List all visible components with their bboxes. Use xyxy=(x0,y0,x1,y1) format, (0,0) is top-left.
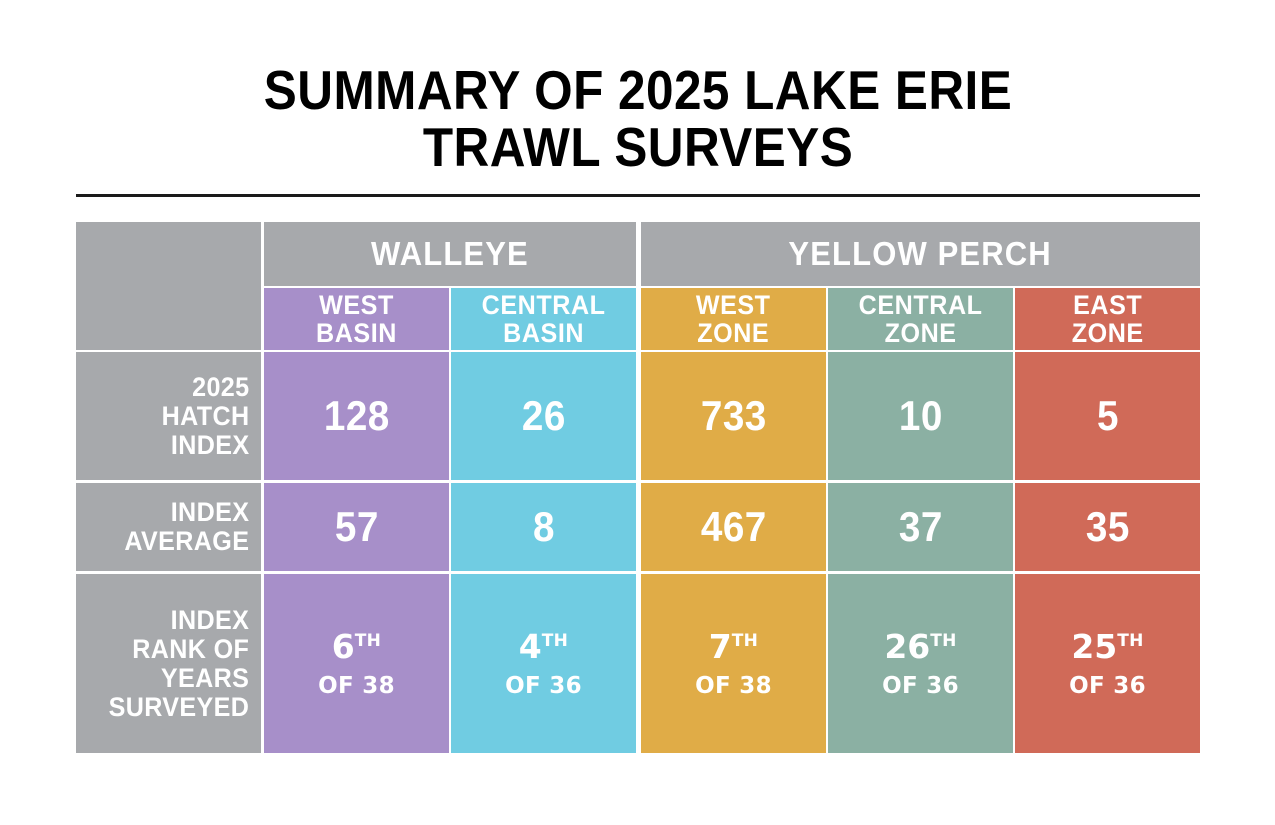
cell-hatch-index-west-basin: 128 xyxy=(264,352,449,480)
column-header-west-basin-label: WEST BASIN xyxy=(316,290,397,348)
gutter xyxy=(261,288,264,350)
column-header-west-zone: WEST ZONE xyxy=(641,288,826,350)
corner-blank-cell xyxy=(76,222,261,350)
rank-group-west-zone: 7TH OF 38 xyxy=(695,630,772,698)
cell-index-rank-west-basin: 6TH OF 38 xyxy=(264,574,449,753)
cell-hatch-index-west-zone: 733 xyxy=(641,352,826,480)
value-hatch-index-east-zone: 5 xyxy=(1096,392,1119,439)
rank-group-west-basin: 6TH OF 38 xyxy=(318,630,395,698)
gutter xyxy=(261,574,264,753)
cell-index-average-west-basin: 57 xyxy=(264,483,449,571)
page-title: SUMMARY OF 2025 LAKE ERIE TRAWL SURVEYS xyxy=(76,62,1200,176)
rank-ordinal-central-zone: TH xyxy=(930,630,957,651)
value-hatch-index-central-zone: 10 xyxy=(898,392,943,439)
cell-index-average-west-zone: 467 xyxy=(641,483,826,571)
cell-hatch-index-east-zone: 5 xyxy=(1015,352,1200,480)
rank-number-west-zone: 7 xyxy=(708,626,732,666)
rank-value-central-basin: 4TH xyxy=(519,630,568,663)
rank-value-east-zone: 25TH xyxy=(1071,630,1143,663)
cell-index-rank-central-zone: 26TH OF 36 xyxy=(828,574,1013,753)
rank-number-central-basin: 4 xyxy=(518,626,542,666)
rank-group-central-basin: 4TH OF 36 xyxy=(505,630,582,698)
title-line-2: TRAWL SURVEYS xyxy=(422,116,854,178)
gutter xyxy=(826,288,828,350)
rank-of-central-zone: OF 36 xyxy=(882,672,959,699)
species-header-walleye: WALLEYE xyxy=(264,222,636,286)
gutter xyxy=(449,288,451,350)
rank-number-central-zone: 26 xyxy=(884,626,931,666)
gutter xyxy=(261,483,264,571)
cell-index-average-central-zone: 37 xyxy=(828,483,1013,571)
rank-of-central-basin: OF 36 xyxy=(505,672,582,699)
cell-index-average-central-basin: 8 xyxy=(451,483,636,571)
species-header-yellow-perch: YELLOW PERCH xyxy=(641,222,1200,286)
cell-hatch-index-central-basin: 26 xyxy=(451,352,636,480)
value-index-average-central-zone: 37 xyxy=(898,503,943,550)
gutter xyxy=(261,222,264,286)
rank-group-central-zone: 26TH OF 36 xyxy=(882,630,959,698)
species-header-walleye-label: WALLEYE xyxy=(371,235,529,272)
column-header-west-zone-label: WEST ZONE xyxy=(696,290,771,348)
rank-value-west-zone: 7TH xyxy=(709,630,758,663)
summary-table: WALLEYE YELLOW PERCH WEST BASIN CENTRAL … xyxy=(76,222,1200,753)
cell-index-rank-west-zone: 7TH OF 38 xyxy=(641,574,826,753)
rank-value-west-basin: 6TH xyxy=(332,630,381,663)
rank-of-west-zone: OF 38 xyxy=(695,672,772,699)
value-hatch-index-central-basin: 26 xyxy=(521,392,566,439)
column-header-central-zone-label: CENTRAL ZONE xyxy=(858,290,983,348)
value-index-average-west-zone: 467 xyxy=(700,503,767,550)
column-header-central-zone: CENTRAL ZONE xyxy=(828,288,1013,350)
gutter xyxy=(1013,288,1015,350)
gutter xyxy=(826,483,828,571)
gutter xyxy=(636,574,641,753)
gutter xyxy=(1013,483,1015,571)
rank-value-central-zone: 26TH xyxy=(884,630,956,663)
gutter xyxy=(261,352,264,480)
value-hatch-index-west-basin: 128 xyxy=(323,392,390,439)
rank-of-east-zone: OF 36 xyxy=(1069,672,1146,699)
row-label-index-average: INDEX AVERAGE xyxy=(76,483,261,571)
cell-index-rank-east-zone: 25TH OF 36 xyxy=(1015,574,1200,753)
gutter xyxy=(636,222,641,286)
rank-group-east-zone: 25TH OF 36 xyxy=(1069,630,1146,698)
value-index-average-central-basin: 8 xyxy=(532,503,555,550)
cell-hatch-index-central-zone: 10 xyxy=(828,352,1013,480)
row-label-hatch-index: 2025 HATCH INDEX xyxy=(76,352,261,480)
row-label-index-rank-text: INDEX RANK OF YEARS SURVEYED xyxy=(108,604,249,722)
value-hatch-index-west-zone: 733 xyxy=(700,392,767,439)
value-index-average-west-basin: 57 xyxy=(334,503,379,550)
gutter xyxy=(826,574,828,753)
gutter xyxy=(636,288,641,350)
rank-of-west-basin: OF 38 xyxy=(318,672,395,699)
column-header-central-basin-label: CENTRAL BASIN xyxy=(481,290,606,348)
row-label-hatch-index-text: 2025 HATCH INDEX xyxy=(161,371,249,460)
row-label-index-rank: INDEX RANK OF YEARS SURVEYED xyxy=(76,574,261,753)
cell-index-rank-central-basin: 4TH OF 36 xyxy=(451,574,636,753)
gutter xyxy=(449,352,451,480)
gutter xyxy=(1013,574,1015,753)
rank-ordinal-west-zone: TH xyxy=(731,630,759,651)
title-line-1: SUMMARY OF 2025 LAKE ERIE xyxy=(263,59,1013,121)
value-index-average-east-zone: 35 xyxy=(1085,503,1130,550)
rank-ordinal-west-basin: TH xyxy=(354,630,382,651)
rank-number-east-zone: 25 xyxy=(1071,626,1118,666)
rank-ordinal-east-zone: TH xyxy=(1117,630,1144,651)
rank-ordinal-central-basin: TH xyxy=(541,630,569,651)
cell-index-average-east-zone: 35 xyxy=(1015,483,1200,571)
column-header-east-zone: EAST ZONE xyxy=(1015,288,1200,350)
gutter xyxy=(449,483,451,571)
column-header-west-basin: WEST BASIN xyxy=(264,288,449,350)
column-header-central-basin: CENTRAL BASIN xyxy=(451,288,636,350)
title-divider xyxy=(76,194,1200,197)
gutter xyxy=(826,352,828,480)
column-header-east-zone-label: EAST ZONE xyxy=(1071,290,1144,348)
gutter xyxy=(1013,352,1015,480)
rank-number-west-basin: 6 xyxy=(331,626,355,666)
gutter xyxy=(449,574,451,753)
row-label-index-average-text: INDEX AVERAGE xyxy=(124,497,249,556)
gutter xyxy=(636,352,641,480)
species-header-yellow-perch-label: YELLOW PERCH xyxy=(788,235,1053,272)
gutter xyxy=(636,483,641,571)
